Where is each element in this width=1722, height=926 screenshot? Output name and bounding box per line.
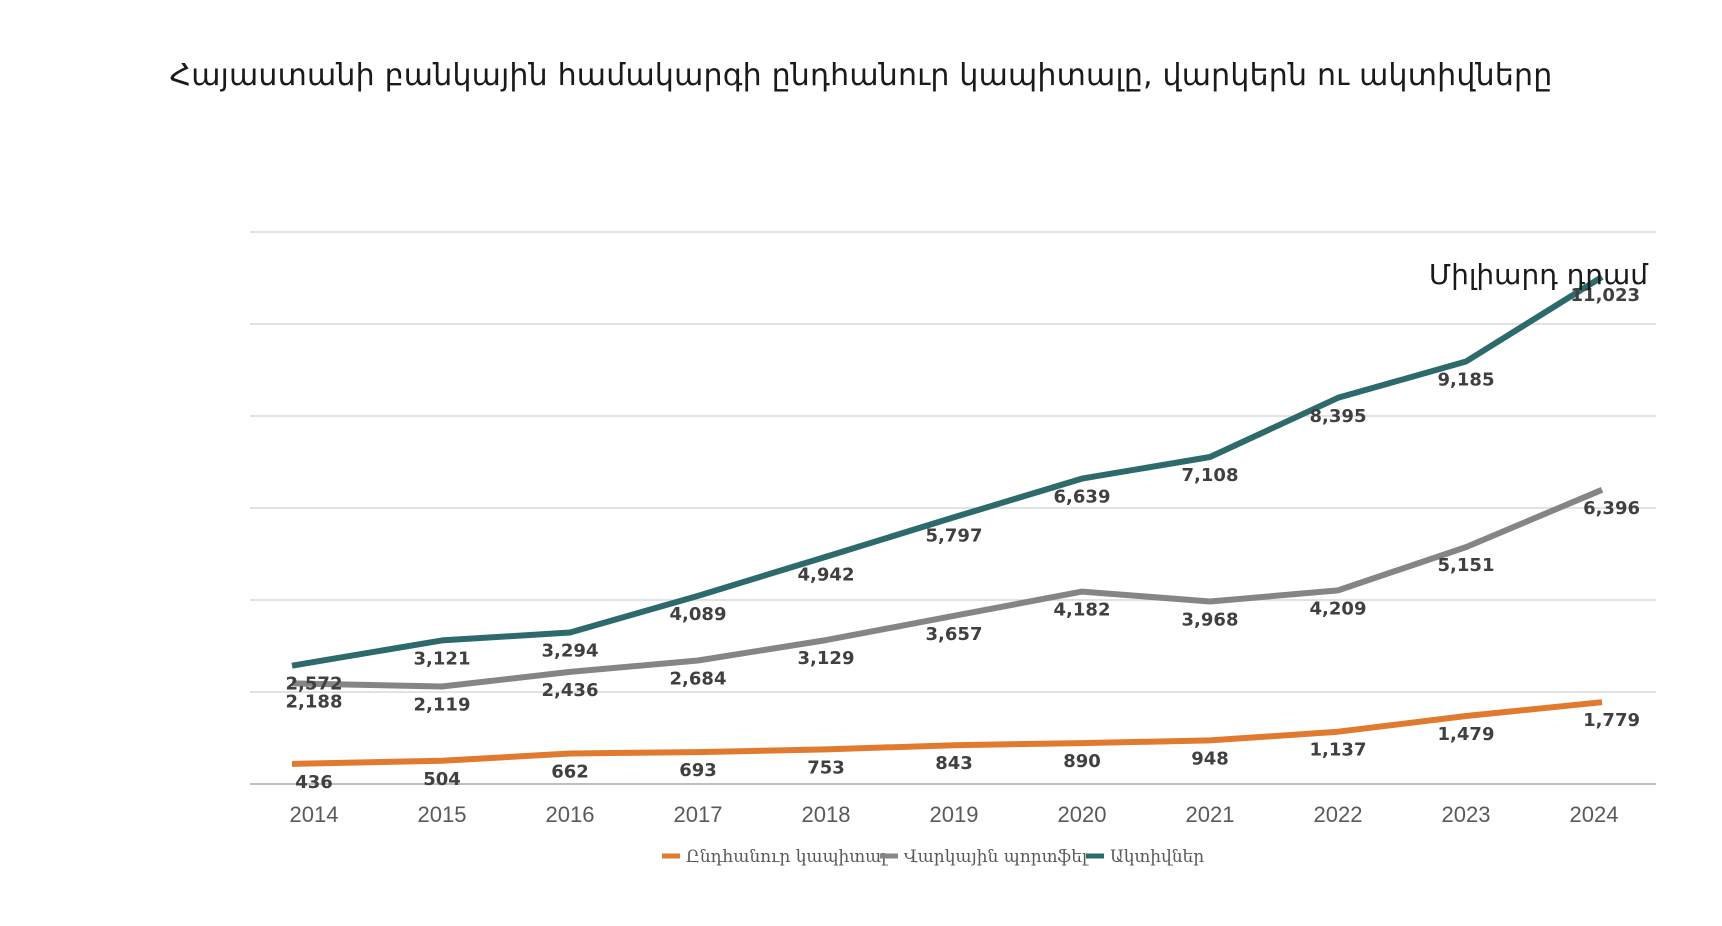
data-label-capital: 693 <box>679 760 717 781</box>
legend-label-assets: Ակտիվներ <box>1110 847 1204 867</box>
legend-label-loans: Վարկային պորտֆել <box>904 847 1089 867</box>
data-label-assets: 3,294 <box>542 640 599 661</box>
x-tick-label: 2023 <box>1442 802 1491 827</box>
data-label-capital: 890 <box>1063 751 1101 772</box>
series-line-capital <box>291 699 1603 767</box>
data-label-assets: 5,797 <box>926 525 983 546</box>
grid-lines <box>250 231 1656 785</box>
data-label-loans: 4,182 <box>1054 600 1111 621</box>
data-label-loans: 6,396 <box>1583 498 1640 519</box>
data-label-loans: 2,188 <box>286 691 343 712</box>
series-line-loans <box>291 487 1604 690</box>
data-label-capital: 753 <box>807 757 845 778</box>
unit-label: Միլիարդ դրամ <box>1429 258 1649 291</box>
x-axis: 2014 2015 2016 2017 2018 2019 2020 2021 2022 2023… <box>290 802 1619 827</box>
data-label-loans: 2,684 <box>670 669 727 690</box>
data-label-loans: 2,119 <box>414 695 471 716</box>
data-label-capital: 436 <box>295 772 333 793</box>
data-label-capital: 843 <box>935 753 973 774</box>
legend: Ընդհանուր կապիտալ Վարկային պորտֆել Ակտիվնե… <box>662 847 1204 867</box>
data-label-assets: 9,185 <box>1438 369 1495 390</box>
x-tick-label: 2015 <box>418 802 467 827</box>
data-label-assets: 2,572 <box>286 674 343 695</box>
series-line-assets <box>291 274 1604 669</box>
data-label-loans: 5,151 <box>1438 555 1495 576</box>
x-tick-label: 2018 <box>802 802 851 827</box>
legend-label-capital: Ընդհանուր կապիտալ <box>686 847 888 867</box>
x-tick-label: 2024 <box>1570 802 1619 827</box>
data-labels: 436 504 662 693 753 843 890 948 1,137 1,479 1,779 2… <box>286 285 1640 793</box>
data-label-loans: 4,209 <box>1310 598 1367 619</box>
x-tick-label: 2021 <box>1186 802 1235 827</box>
data-label-capital: 948 <box>1191 748 1229 769</box>
data-label-capital: 1,479 <box>1438 724 1495 745</box>
data-label-assets: 3,121 <box>414 648 471 669</box>
x-tick-label: 2016 <box>546 802 595 827</box>
x-tick-label: 2019 <box>930 802 979 827</box>
x-tick-label: 2017 <box>674 802 723 827</box>
data-label-assets: 11,023 <box>1571 285 1640 306</box>
data-label-loans: 3,968 <box>1182 609 1239 630</box>
data-label-loans: 3,129 <box>798 648 855 669</box>
x-tick-label: 2014 <box>290 802 339 827</box>
series-lines <box>291 274 1604 767</box>
x-tick-label: 2020 <box>1058 802 1107 827</box>
x-tick-label: 2022 <box>1314 802 1363 827</box>
data-label-assets: 7,108 <box>1182 465 1239 486</box>
data-label-assets: 8,395 <box>1310 406 1367 427</box>
data-label-assets: 6,639 <box>1054 487 1111 508</box>
data-label-capital: 662 <box>551 762 589 783</box>
data-label-loans: 2,436 <box>542 680 599 701</box>
data-label-capital: 1,137 <box>1310 740 1367 761</box>
data-label-assets: 4,089 <box>670 604 727 625</box>
data-label-loans: 3,657 <box>926 624 983 645</box>
data-label-assets: 4,942 <box>798 565 855 586</box>
data-label-capital: 1,779 <box>1583 710 1640 731</box>
data-label-capital: 504 <box>423 769 461 790</box>
chart-title: Հայաստանի բանկային համակարգի ընդհանուր կ… <box>169 58 1553 93</box>
